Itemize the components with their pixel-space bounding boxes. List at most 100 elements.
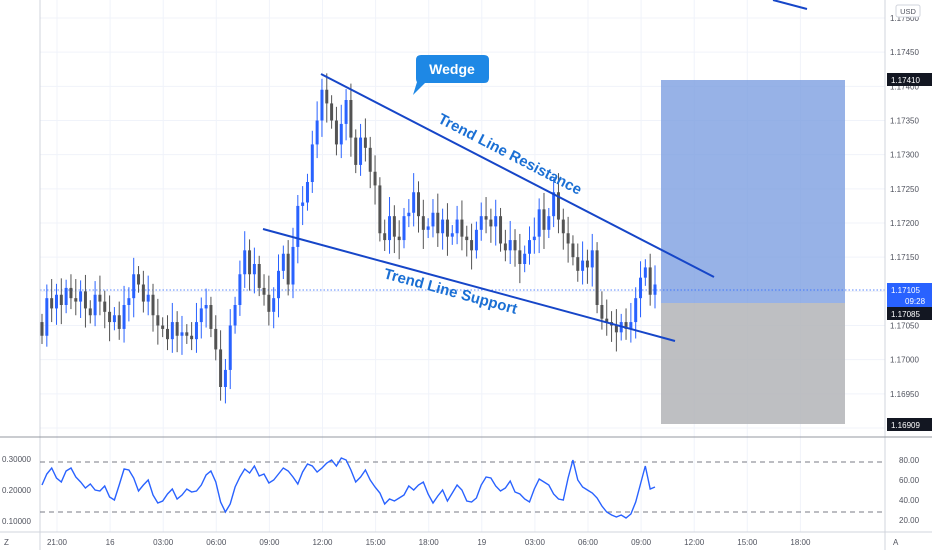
candle-down[interactable] — [542, 209, 546, 230]
candle-down[interactable] — [83, 291, 87, 309]
candle-down[interactable] — [88, 308, 92, 316]
candle-down[interactable] — [349, 100, 353, 138]
candle-down[interactable] — [566, 233, 570, 244]
candle-up[interactable] — [590, 250, 594, 268]
candle-up[interactable] — [479, 216, 483, 230]
candle-down[interactable] — [513, 240, 517, 251]
candle-down[interactable] — [117, 315, 121, 329]
candle-down[interactable] — [137, 274, 141, 285]
candle-up[interactable] — [474, 229, 478, 251]
candle-up[interactable] — [431, 212, 435, 227]
candle-down[interactable] — [330, 103, 334, 121]
candle-up[interactable] — [305, 182, 309, 203]
candle-down[interactable] — [561, 219, 565, 234]
candle-up[interactable] — [291, 246, 295, 285]
candle-up[interactable] — [146, 294, 150, 302]
trend-line-support[interactable] — [262, 228, 676, 342]
candle-down[interactable] — [286, 253, 290, 285]
candle-up[interactable] — [199, 308, 203, 323]
candle-up[interactable] — [528, 240, 532, 254]
candle-up[interactable] — [233, 305, 237, 326]
candle-down[interactable] — [69, 287, 73, 299]
candle-up[interactable] — [643, 267, 647, 278]
candle-up[interactable] — [204, 305, 208, 309]
candle-down[interactable] — [103, 301, 107, 312]
candle-up[interactable] — [301, 202, 305, 206]
candle-up[interactable] — [552, 192, 556, 217]
candle-down[interactable] — [190, 335, 194, 340]
candle-up[interactable] — [194, 322, 198, 340]
candle-down[interactable] — [392, 216, 396, 237]
candle-up[interactable] — [508, 240, 512, 251]
candle-up[interactable] — [45, 298, 49, 336]
candle-up[interactable] — [629, 322, 633, 329]
candle-down[interactable] — [59, 294, 63, 305]
candle-up[interactable] — [252, 264, 256, 275]
candle-up[interactable] — [344, 100, 348, 124]
candle-down[interactable] — [489, 219, 493, 227]
candle-down[interactable] — [445, 219, 449, 237]
trend-line-resistance[interactable] — [320, 73, 715, 278]
candle-up[interactable] — [634, 298, 638, 323]
candle-down[interactable] — [50, 298, 54, 309]
wedge-callout[interactable]: Wedge — [413, 55, 489, 95]
target-profit-zone[interactable] — [661, 80, 845, 303]
candle-down[interactable] — [624, 322, 628, 329]
candle-up[interactable] — [180, 332, 184, 336]
candle-down[interactable] — [108, 311, 112, 323]
candle-down[interactable] — [605, 318, 609, 323]
candle-up[interactable] — [450, 233, 454, 237]
candle-up[interactable] — [277, 270, 281, 299]
candle-up[interactable] — [537, 209, 541, 237]
candle-down[interactable] — [368, 147, 372, 172]
candle-down[interactable] — [378, 185, 382, 234]
candle-down[interactable] — [74, 298, 78, 302]
candle-down[interactable] — [354, 137, 358, 165]
candle-up[interactable] — [426, 226, 430, 230]
candle-down[interactable] — [185, 332, 189, 336]
candle-up[interactable] — [532, 236, 536, 241]
candle-up[interactable] — [359, 137, 363, 165]
candle-down[interactable] — [151, 294, 155, 316]
candle-down[interactable] — [373, 171, 377, 186]
candle-up[interactable] — [238, 274, 242, 305]
candle-up[interactable] — [581, 260, 585, 271]
candle-up[interactable] — [127, 298, 131, 305]
candle-up[interactable] — [315, 120, 319, 145]
candle-down[interactable] — [397, 236, 401, 241]
candle-down[interactable] — [161, 325, 165, 329]
candle-up[interactable] — [494, 216, 498, 227]
candle-down[interactable] — [470, 240, 474, 251]
candle-up[interactable] — [272, 298, 276, 312]
candle-down[interactable] — [518, 250, 522, 264]
candle-up[interactable] — [132, 274, 136, 299]
candle-up[interactable] — [54, 294, 58, 309]
candle-up[interactable] — [653, 284, 657, 295]
candle-down[interactable] — [334, 120, 338, 145]
candle-up[interactable] — [243, 250, 247, 275]
candle-down[interactable] — [648, 267, 652, 295]
candle-up[interactable] — [441, 219, 445, 234]
candle-up[interactable] — [407, 212, 411, 217]
stop-loss-zone[interactable] — [661, 303, 845, 424]
candle-up[interactable] — [402, 216, 406, 241]
candle-up[interactable] — [296, 205, 300, 247]
candle-up[interactable] — [523, 253, 527, 264]
candle-down[interactable] — [156, 315, 160, 326]
candle-down[interactable] — [214, 328, 218, 350]
candle-down[interactable] — [571, 243, 575, 258]
candle-down[interactable] — [556, 192, 560, 220]
candle-down[interactable] — [219, 349, 223, 387]
candle-down[interactable] — [175, 322, 179, 336]
candle-down[interactable] — [503, 243, 507, 251]
candle-down[interactable] — [576, 257, 580, 271]
trend-line-top-fragment[interactable] — [772, 0, 808, 10]
candle-up[interactable] — [320, 89, 324, 121]
candle-up[interactable] — [112, 315, 116, 323]
candle-down[interactable] — [141, 284, 145, 302]
candle-up[interactable] — [455, 219, 459, 234]
candle-up[interactable] — [639, 277, 643, 299]
candle-up[interactable] — [122, 305, 126, 329]
candle-up[interactable] — [79, 291, 83, 302]
